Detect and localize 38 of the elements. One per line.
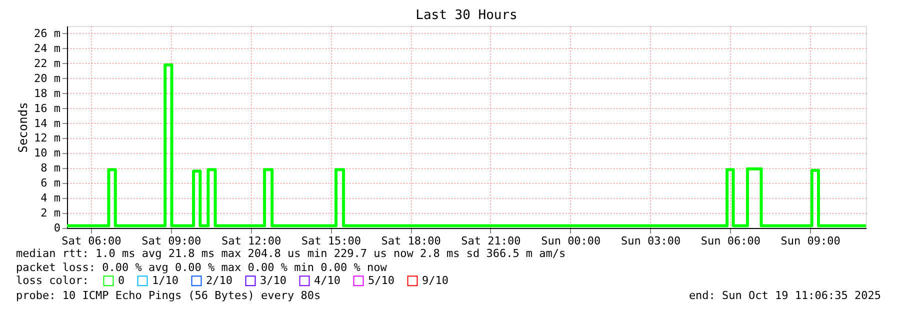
y-axis-title: Seconds xyxy=(16,102,30,153)
y-tick-label: 6 m xyxy=(40,176,61,190)
y-tick-label: 26 m xyxy=(34,26,61,40)
legend-label: 0 xyxy=(118,274,125,287)
y-tick-label: 20 m xyxy=(34,72,61,85)
legend-label: 3/10 xyxy=(260,274,286,287)
y-tick-label: 0 xyxy=(54,222,60,234)
text: end: Sun Oct 19 11:06:35 2025 xyxy=(688,289,881,302)
y-tick-label: 14 m xyxy=(34,116,61,130)
legend-label: 1/10 xyxy=(152,274,178,287)
x-tick-label: Sat 21:00 xyxy=(461,234,521,248)
legend-label: 9/10 xyxy=(422,274,448,287)
legend-title: loss color: xyxy=(16,274,89,287)
y-tick-label: 24 m xyxy=(34,42,61,55)
chart-title: Last 30 Hours xyxy=(416,8,518,23)
text: median rtt: 1.0 ms avg 21.8 ms max 204.8 us min 229.7 us now 2.8 ms sd 366.5 m am/s xyxy=(16,247,566,260)
y-tick-label: 4 m xyxy=(40,192,61,205)
x-tick-label: Sun 09:00 xyxy=(780,234,840,248)
y-tick-label: 10 m xyxy=(34,146,61,160)
x-tick-label: Sun 06:00 xyxy=(700,234,760,248)
y-tick-label: 18 m xyxy=(34,86,61,100)
text: packet loss: 0.00 % avg 0.00 % max 0.00 % min 0.00 % now xyxy=(16,261,388,274)
legend-label: 4/10 xyxy=(314,274,340,287)
y-tick-label: 12 m xyxy=(34,132,61,145)
x-tick-label: Sun 00:00 xyxy=(541,234,601,248)
y-tick-label: 16 m xyxy=(34,102,61,115)
x-tick-label: Sat 12:00 xyxy=(221,234,282,248)
legend-label: 5/10 xyxy=(368,274,394,287)
x-tick-label: Sat 06:00 xyxy=(62,234,122,248)
y-tick-label: 2 m xyxy=(40,206,61,220)
text: probe: 10 ICMP Echo Pings (56 Bytes) every 80s xyxy=(16,289,321,302)
x-tick-label: Sat 18:00 xyxy=(381,234,441,248)
y-tick-label: 22 m xyxy=(34,56,61,70)
x-tick-label: Sat 15:00 xyxy=(301,234,361,248)
y-tick-label: 8 m xyxy=(40,162,61,175)
legend-label: 2/10 xyxy=(206,274,232,287)
x-tick-label: Sat 09:00 xyxy=(142,234,202,248)
x-tick-label: Sun 03:00 xyxy=(620,234,681,248)
